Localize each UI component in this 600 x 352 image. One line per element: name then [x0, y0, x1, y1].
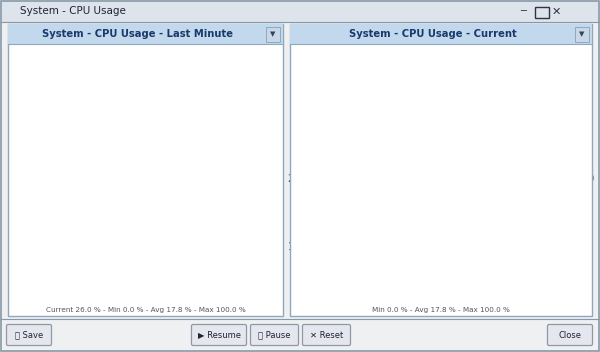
- Bar: [1, 1, 599, 22]
- Text: 40: 40: [368, 70, 381, 80]
- Bar: [535, 7, 549, 18]
- Bar: [8, 24, 283, 44]
- Bar: [8, 24, 283, 316]
- Text: ─: ─: [520, 6, 526, 17]
- Bar: [575, 27, 589, 42]
- Bar: [266, 27, 280, 42]
- Bar: [290, 24, 592, 316]
- Text: System - CPU Usage - Last Minute: System - CPU Usage - Last Minute: [42, 29, 233, 39]
- Text: 0: 0: [322, 303, 328, 313]
- Text: 60: 60: [501, 70, 514, 80]
- FancyBboxPatch shape: [7, 325, 52, 346]
- Text: Close: Close: [559, 331, 581, 339]
- FancyBboxPatch shape: [302, 325, 350, 346]
- Text: ▼: ▼: [271, 31, 275, 37]
- Text: ▶ Resume: ▶ Resume: [197, 331, 241, 339]
- Text: ✕ Reset: ✕ Reset: [310, 331, 343, 339]
- Text: 80: 80: [583, 174, 595, 184]
- Text: 90: 90: [581, 243, 594, 252]
- Bar: [290, 24, 592, 44]
- Text: ✕: ✕: [551, 6, 560, 17]
- FancyBboxPatch shape: [251, 325, 299, 346]
- Text: 💾 Save: 💾 Save: [15, 331, 43, 339]
- Text: 30: 30: [316, 113, 328, 123]
- Text: 20: 20: [287, 174, 299, 184]
- Text: ▼: ▼: [580, 31, 584, 37]
- Text: 100: 100: [548, 303, 566, 313]
- FancyBboxPatch shape: [548, 325, 593, 346]
- Text: System - CPU Usage: System - CPU Usage: [20, 6, 126, 17]
- Text: ⏸ Pause: ⏸ Pause: [258, 331, 291, 339]
- Text: 26 %: 26 %: [416, 260, 466, 278]
- Text: 50: 50: [435, 55, 447, 65]
- Text: Current 26.0 % - Min 0.0 % - Avg 17.8 % - Max 100.0 %: Current 26.0 % - Min 0.0 % - Avg 17.8 % …: [46, 307, 245, 313]
- Text: 70: 70: [554, 113, 566, 123]
- FancyBboxPatch shape: [191, 325, 247, 346]
- Text: System - CPU Usage - Current: System - CPU Usage - Current: [349, 29, 517, 39]
- Circle shape: [432, 202, 450, 220]
- Text: Min 0.0 % - Avg 17.8 % - Max 100.0 %: Min 0.0 % - Avg 17.8 % - Max 100.0 %: [372, 307, 510, 313]
- Text: 10: 10: [288, 243, 301, 252]
